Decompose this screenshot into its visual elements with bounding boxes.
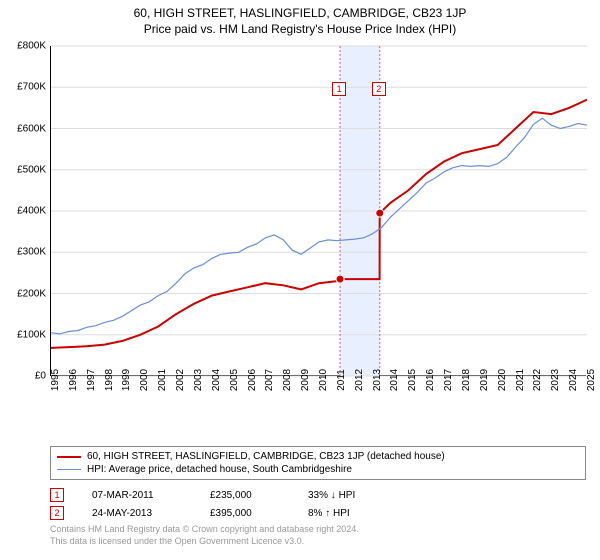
x-axis-label: 2017 <box>443 369 454 391</box>
legend-item: 60, HIGH STREET, HASLINGFIELD, CAMBRIDGE… <box>57 450 579 463</box>
chart-area: £0£100K£200K£300K£400K£500K£600K£700K£80… <box>50 46 586 406</box>
x-axis-label: 2000 <box>139 369 150 391</box>
x-axis-label: 2002 <box>175 369 186 391</box>
annotation-marker: 1 <box>50 488 64 502</box>
x-axis-label: 2014 <box>389 369 400 391</box>
x-axis-label: 1997 <box>86 369 97 391</box>
y-axis-label: £700K <box>0 82 46 93</box>
y-axis-label: £100K <box>0 329 46 340</box>
x-axis-label: 2010 <box>318 369 329 391</box>
x-axis-label: 2023 <box>550 369 561 391</box>
x-axis-label: 2008 <box>282 369 293 391</box>
x-axis-label: 1998 <box>104 369 115 391</box>
legend: 60, HIGH STREET, HASLINGFIELD, CAMBRIDGE… <box>50 446 586 480</box>
x-axis-label: 1995 <box>50 369 61 391</box>
legend-label: HPI: Average price, detached house, Sout… <box>87 464 352 475</box>
chart-subtitle: Price paid vs. HM Land Registry's House … <box>0 20 600 40</box>
legend-label: 60, HIGH STREET, HASLINGFIELD, CAMBRIDGE… <box>87 451 445 462</box>
x-axis-label: 2015 <box>407 369 418 391</box>
x-axis-label: 2021 <box>515 369 526 391</box>
footer: Contains HM Land Registry data © Crown c… <box>50 524 359 547</box>
y-axis-label: £300K <box>0 247 46 258</box>
x-axis-label: 2013 <box>372 369 383 391</box>
footer-line: Contains HM Land Registry data © Crown c… <box>50 524 359 536</box>
y-axis-label: £200K <box>0 288 46 299</box>
event-marker: 2 <box>372 82 386 96</box>
x-axis-label: 2011 <box>336 369 347 391</box>
y-axis-label: £400K <box>0 206 46 217</box>
x-axis-label: 2003 <box>193 369 204 391</box>
x-axis-label: 2020 <box>497 369 508 391</box>
annotation-row: 1 07-MAR-2011 £235,000 33% ↓ HPI <box>50 486 355 504</box>
legend-item: HPI: Average price, detached house, Sout… <box>57 463 579 476</box>
y-axis-label: £800K <box>0 41 46 52</box>
x-axis-label: 2019 <box>479 369 490 391</box>
annotation-date: 07-MAR-2011 <box>92 490 182 501</box>
legend-swatch <box>57 456 81 458</box>
plot-svg <box>51 46 587 376</box>
x-axis-label: 2012 <box>354 369 365 391</box>
x-axis-label: 1999 <box>121 369 132 391</box>
x-axis-label: 2009 <box>300 369 311 391</box>
x-axis-label: 2007 <box>264 369 275 391</box>
legend-swatch <box>57 469 81 470</box>
x-axis-label: 2025 <box>586 369 597 391</box>
y-axis-label: £500K <box>0 164 46 175</box>
annotation-delta: 33% ↓ HPI <box>308 490 355 501</box>
x-axis-label: 2004 <box>211 369 222 391</box>
x-axis-label: 2022 <box>532 369 543 391</box>
annotation-row: 2 24-MAY-2013 £395,000 8% ↑ HPI <box>50 504 355 522</box>
footer-line: This data is licensed under the Open Gov… <box>50 536 359 548</box>
x-axis-label: 2006 <box>247 369 258 391</box>
x-axis-label: 2001 <box>157 369 168 391</box>
x-axis-label: 2018 <box>461 369 472 391</box>
annotation-marker: 2 <box>50 506 64 520</box>
chart-title: 60, HIGH STREET, HASLINGFIELD, CAMBRIDGE… <box>0 0 600 20</box>
x-axis-label: 1996 <box>68 369 79 391</box>
y-axis-label: £0 <box>0 371 46 382</box>
annotation-table: 1 07-MAR-2011 £235,000 33% ↓ HPI 2 24-MA… <box>50 486 355 522</box>
annotation-date: 24-MAY-2013 <box>92 508 182 519</box>
x-axis-label: 2024 <box>568 369 579 391</box>
plot-region <box>50 46 586 376</box>
annotation-price: £235,000 <box>210 490 280 501</box>
y-axis-label: £600K <box>0 123 46 134</box>
event-marker: 1 <box>332 82 346 96</box>
annotation-delta: 8% ↑ HPI <box>308 508 350 519</box>
annotation-price: £395,000 <box>210 508 280 519</box>
x-axis-label: 2016 <box>425 369 436 391</box>
x-axis-label: 2005 <box>229 369 240 391</box>
